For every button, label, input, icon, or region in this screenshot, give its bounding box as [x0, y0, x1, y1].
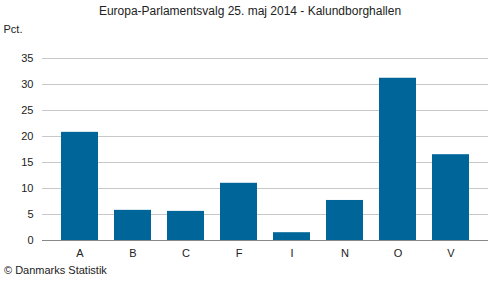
svg-text:Pct.: Pct.	[4, 23, 23, 35]
svg-text:35: 35	[21, 52, 33, 64]
html-text:© Danmarks Statistik: © Danmarks Statistik	[4, 264, 107, 276]
svg-text:0: 0	[27, 234, 33, 246]
svg-text:25: 25	[21, 104, 33, 116]
svg-text:10: 10	[21, 182, 33, 194]
svg-text:20: 20	[21, 130, 33, 142]
svg-text:V: V	[447, 247, 455, 259]
svg-text:B: B	[129, 247, 136, 259]
html-text:Europa-Parlamentsvalg 25. maj: Europa-Parlamentsvalg 25. maj 2014 - Kal…	[98, 4, 402, 18]
svg-text:15: 15	[21, 156, 33, 168]
svg-text:N: N	[341, 247, 349, 259]
svg-text:A: A	[76, 247, 84, 259]
svg-text:5: 5	[27, 208, 33, 220]
svg-text:F: F	[236, 247, 243, 259]
svg-text:C: C	[182, 247, 190, 259]
svg-text:O: O	[394, 247, 403, 259]
svg-text:30: 30	[21, 78, 33, 90]
svg-text:I: I	[290, 247, 293, 259]
